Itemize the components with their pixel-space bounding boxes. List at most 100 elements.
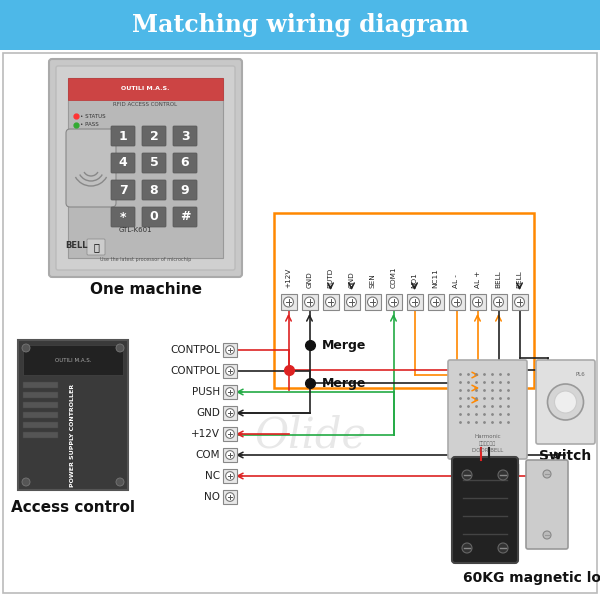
FancyBboxPatch shape xyxy=(23,432,58,438)
FancyBboxPatch shape xyxy=(49,59,242,277)
Text: COM1: COM1 xyxy=(391,266,397,288)
Text: 9: 9 xyxy=(181,184,190,197)
FancyBboxPatch shape xyxy=(111,207,135,227)
Text: DOOR BELL: DOOR BELL xyxy=(472,449,503,454)
Text: COM: COM xyxy=(196,450,220,460)
Text: Merge: Merge xyxy=(322,339,366,352)
Circle shape xyxy=(389,297,398,307)
Circle shape xyxy=(452,297,461,307)
Circle shape xyxy=(462,543,472,553)
Text: • STATUS: • STATUS xyxy=(80,113,106,119)
FancyBboxPatch shape xyxy=(68,78,223,258)
Text: GND: GND xyxy=(307,271,313,288)
Text: BELL: BELL xyxy=(65,241,87,250)
FancyBboxPatch shape xyxy=(448,360,527,459)
FancyBboxPatch shape xyxy=(223,448,237,462)
FancyBboxPatch shape xyxy=(526,460,568,549)
Text: GND: GND xyxy=(196,408,220,418)
FancyBboxPatch shape xyxy=(23,392,58,398)
FancyBboxPatch shape xyxy=(281,294,296,310)
Circle shape xyxy=(226,409,235,417)
Text: 8: 8 xyxy=(149,184,158,197)
FancyBboxPatch shape xyxy=(452,457,518,563)
FancyBboxPatch shape xyxy=(365,294,380,310)
Text: OUTILI M.A.S.: OUTILI M.A.S. xyxy=(121,86,170,92)
FancyBboxPatch shape xyxy=(343,294,359,310)
Text: RFID ACCESS CONTROL: RFID ACCESS CONTROL xyxy=(113,103,178,107)
Text: 6: 6 xyxy=(181,157,190,169)
Circle shape xyxy=(284,297,293,307)
Circle shape xyxy=(22,344,30,352)
FancyBboxPatch shape xyxy=(87,239,105,255)
Circle shape xyxy=(498,543,508,553)
Text: AL +: AL + xyxy=(475,271,481,288)
Text: 🔔: 🔔 xyxy=(93,242,99,252)
Text: +12V: +12V xyxy=(286,268,292,288)
Text: *: * xyxy=(120,210,126,224)
Text: NO: NO xyxy=(204,492,220,502)
Circle shape xyxy=(347,297,356,307)
Circle shape xyxy=(226,430,235,438)
FancyBboxPatch shape xyxy=(173,180,197,200)
FancyBboxPatch shape xyxy=(427,294,443,310)
Circle shape xyxy=(410,297,419,307)
FancyBboxPatch shape xyxy=(449,294,464,310)
FancyBboxPatch shape xyxy=(223,364,237,378)
Circle shape xyxy=(548,384,583,420)
Text: Use the latest processor of microchip: Use the latest processor of microchip xyxy=(100,257,191,262)
Circle shape xyxy=(431,297,440,307)
Text: 60KG magnetic lock: 60KG magnetic lock xyxy=(463,571,600,585)
FancyBboxPatch shape xyxy=(223,385,237,399)
Text: 0: 0 xyxy=(149,210,158,224)
Text: CONTPOL: CONTPOL xyxy=(170,366,220,376)
Text: Matching wiring diagram: Matching wiring diagram xyxy=(131,13,469,37)
FancyBboxPatch shape xyxy=(223,406,237,420)
Circle shape xyxy=(226,493,235,501)
Text: NC11: NC11 xyxy=(433,268,439,288)
Text: GTL-K601: GTL-K601 xyxy=(119,227,152,233)
FancyBboxPatch shape xyxy=(23,412,58,418)
Text: 2: 2 xyxy=(149,129,158,142)
Circle shape xyxy=(462,470,472,480)
FancyBboxPatch shape xyxy=(23,345,123,375)
Text: PUSH: PUSH xyxy=(192,387,220,397)
FancyBboxPatch shape xyxy=(111,126,135,146)
FancyBboxPatch shape xyxy=(66,129,116,207)
FancyBboxPatch shape xyxy=(142,126,166,146)
Text: BUTD: BUTD xyxy=(328,268,334,288)
FancyBboxPatch shape xyxy=(18,340,128,490)
FancyBboxPatch shape xyxy=(470,294,485,310)
FancyBboxPatch shape xyxy=(142,180,166,200)
Text: NO1: NO1 xyxy=(412,272,418,288)
Circle shape xyxy=(498,470,508,480)
FancyBboxPatch shape xyxy=(3,53,597,593)
Circle shape xyxy=(226,367,235,375)
Circle shape xyxy=(494,297,503,307)
FancyBboxPatch shape xyxy=(173,207,197,227)
Circle shape xyxy=(116,344,124,352)
Circle shape xyxy=(543,470,551,478)
FancyBboxPatch shape xyxy=(511,294,527,310)
FancyBboxPatch shape xyxy=(223,343,237,357)
FancyBboxPatch shape xyxy=(68,78,223,100)
Text: One machine: One machine xyxy=(89,283,202,297)
Text: 5: 5 xyxy=(149,157,158,169)
FancyBboxPatch shape xyxy=(173,126,197,146)
Text: GND: GND xyxy=(349,271,355,288)
Circle shape xyxy=(116,478,124,486)
Text: Merge: Merge xyxy=(322,377,366,390)
FancyBboxPatch shape xyxy=(111,153,135,173)
Circle shape xyxy=(226,346,235,355)
Text: Olide: Olide xyxy=(254,414,366,456)
Text: #: # xyxy=(180,210,190,224)
Text: • PASS: • PASS xyxy=(80,123,99,128)
Text: Harmonic: Harmonic xyxy=(474,434,501,439)
FancyBboxPatch shape xyxy=(23,382,58,388)
FancyBboxPatch shape xyxy=(223,427,237,441)
FancyBboxPatch shape xyxy=(536,360,595,444)
Circle shape xyxy=(326,297,335,307)
FancyBboxPatch shape xyxy=(407,294,422,310)
Text: POWER SUPPLY CONTROLLER: POWER SUPPLY CONTROLLER xyxy=(71,383,76,486)
Circle shape xyxy=(305,297,314,307)
Circle shape xyxy=(226,471,235,480)
